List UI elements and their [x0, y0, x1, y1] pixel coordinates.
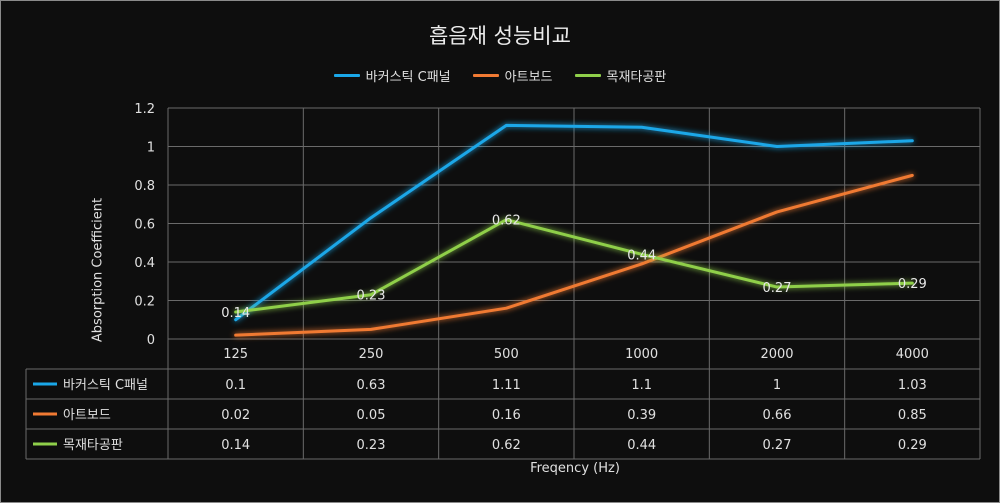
- table-cell: 0.27: [763, 438, 792, 453]
- table-cell: 1.1: [631, 378, 652, 393]
- legend-entry: 아트보드: [472, 66, 553, 85]
- table-cell: 0.39: [627, 408, 656, 423]
- legend-swatch: [574, 74, 601, 77]
- data-label: 0.23: [357, 289, 386, 304]
- table-cell: 0.85: [898, 408, 927, 423]
- x-axis-label: Freqency (Hz): [530, 461, 620, 476]
- table-cell: 1: [773, 378, 781, 393]
- table-cell: 0.23: [357, 438, 386, 453]
- legend-label: 아트보드: [504, 70, 553, 85]
- y-tick-label: 1: [147, 141, 155, 156]
- x-tick-label: 250: [359, 347, 384, 362]
- table-cell: 0.44: [627, 438, 656, 453]
- table-cell: 0.62: [492, 438, 521, 453]
- series-line: [234, 218, 914, 314]
- table-cell: 1.11: [492, 378, 521, 393]
- table-cell: 0.14: [221, 438, 250, 453]
- legend-label: 목재타공판: [606, 70, 667, 85]
- data-label: 0.27: [763, 281, 792, 296]
- y-tick-label: 0.8: [134, 179, 155, 194]
- chart-title: 흡음재 성능비교: [429, 24, 571, 48]
- table-cell: 0.63: [357, 378, 386, 393]
- legend-label: 바커스틱 C패널: [365, 70, 451, 85]
- legend-swatch: [472, 74, 499, 77]
- table-cell: 0.1: [225, 378, 246, 393]
- data-label: 0.14: [221, 306, 250, 321]
- y-tick-label: 0.6: [134, 218, 155, 233]
- y-tick-label: 0.2: [134, 295, 155, 310]
- x-tick-label: 125: [223, 347, 248, 362]
- x-tick-label: 500: [494, 347, 519, 362]
- y-tick-label: 1.2: [134, 102, 155, 117]
- table-cell: 0.16: [492, 408, 521, 423]
- data-label: 0.29: [898, 277, 927, 292]
- x-tick-label: 4000: [896, 347, 929, 362]
- y-tick-label: 0: [147, 333, 155, 348]
- legend-entry: 목재타공판: [574, 66, 667, 85]
- table-series-name: 바커스틱 C패널: [63, 378, 148, 393]
- x-tick-label: 1000: [625, 347, 658, 362]
- data-label: 0.44: [627, 248, 656, 263]
- x-tick-label: 2000: [760, 347, 793, 362]
- table-cell: 0.05: [357, 408, 386, 423]
- table-cell: 0.66: [763, 408, 792, 423]
- legend: 바커스틱 C패널 아트보드 목재타공판: [0, 66, 1000, 85]
- table-cell: 0.29: [898, 438, 927, 453]
- table-cell: 1.03: [898, 378, 927, 393]
- legend-entry: 바커스틱 C패널: [333, 66, 451, 85]
- table-series-name: 아트보드: [63, 408, 111, 423]
- table-series-name: 목재타공판: [63, 438, 123, 453]
- y-tick-label: 0.4: [134, 256, 155, 271]
- y-axis-label: Absorption Coefficient: [90, 197, 106, 343]
- series-line: [234, 173, 914, 337]
- data-label: 0.62: [492, 214, 521, 229]
- table-cell: 0.02: [221, 408, 250, 423]
- legend-swatch: [333, 74, 360, 77]
- series-line: [234, 123, 914, 322]
